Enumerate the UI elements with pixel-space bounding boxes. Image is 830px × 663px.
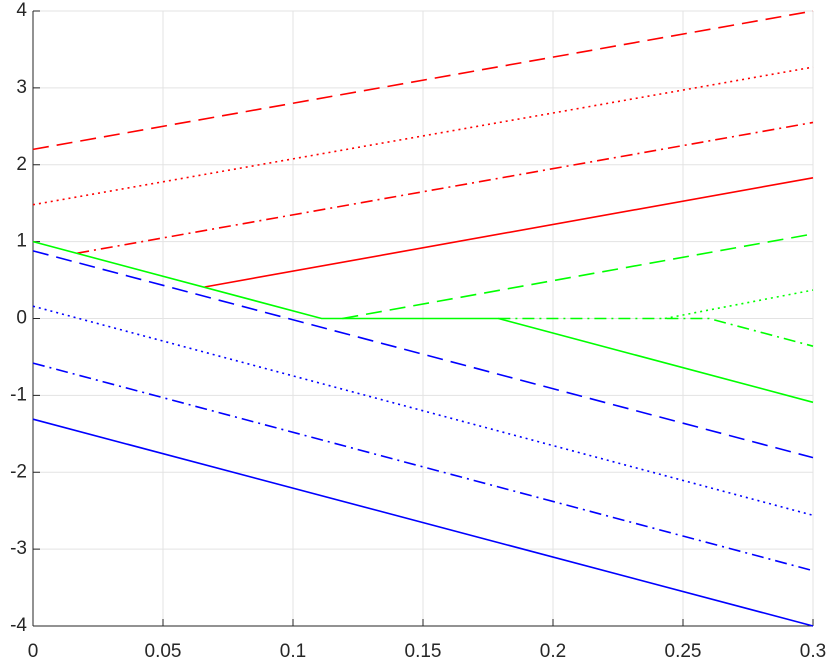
line-series (498, 317, 814, 347)
line-series (77, 121, 814, 254)
y-tick-label: -1 (10, 384, 27, 405)
line-series (32, 305, 814, 517)
y-tick-label: -2 (10, 461, 27, 482)
x-tick-label: 0.15 (405, 641, 442, 662)
line-series (32, 418, 814, 627)
line-series (32, 240, 814, 404)
y-tick-label: 1 (16, 231, 27, 252)
y-tick-label: 0 (16, 308, 27, 329)
x-tick-label: 0.1 (280, 641, 306, 662)
line-series (32, 10, 814, 151)
y-tick-label: 2 (16, 154, 27, 175)
x-tick-label: 0.05 (145, 641, 182, 662)
y-tick-label: 3 (16, 77, 27, 98)
line-series (32, 250, 814, 459)
x-tick-label: 0 (28, 641, 39, 662)
x-tick-label: 0.25 (665, 641, 702, 662)
x-tick-label: 0.2 (540, 641, 566, 662)
line-series (32, 362, 814, 572)
line-series (204, 177, 814, 288)
y-tick-label: -3 (10, 538, 27, 559)
y-tick-label: 4 (16, 0, 27, 21)
line-series (32, 66, 814, 206)
y-tick-label: -4 (10, 615, 27, 636)
x-tick-label: 0.3 (800, 641, 826, 662)
line-series (664, 289, 814, 320)
line-series (342, 233, 814, 320)
